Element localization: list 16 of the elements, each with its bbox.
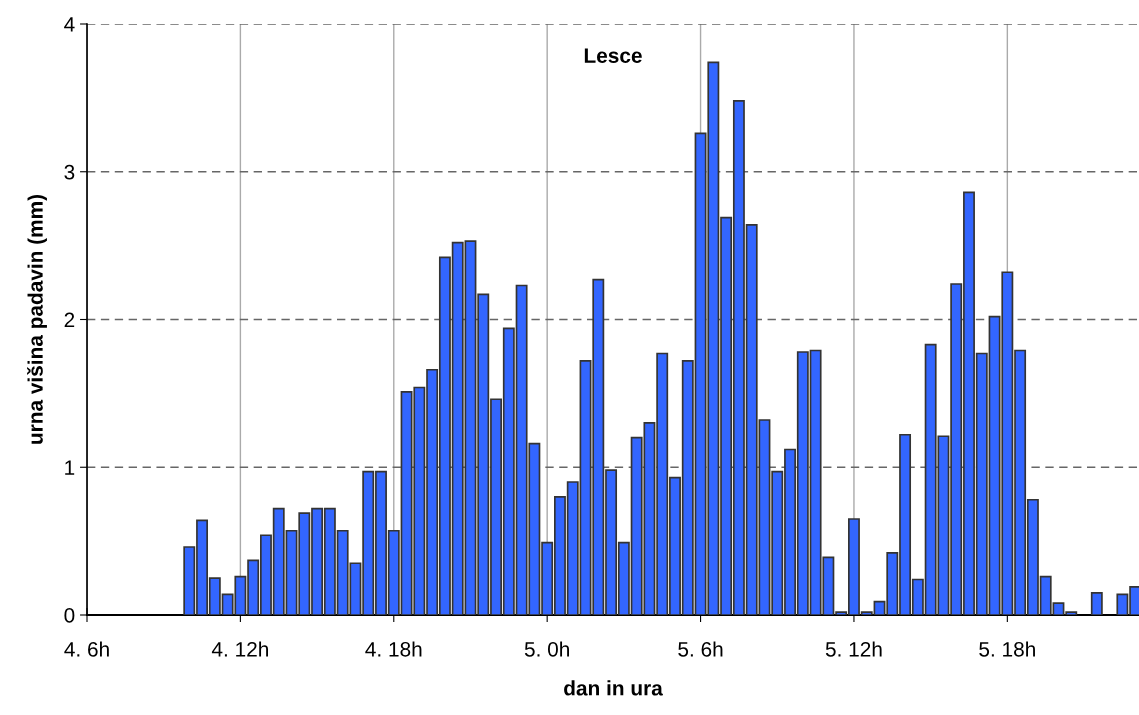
y-axis-title: urna višina padavin (mm) <box>27 194 47 444</box>
x-tick-label: 4. 18h <box>365 641 422 657</box>
x-tick-label: 5. 0h <box>524 641 569 657</box>
x-axis-title: dan in ura <box>564 680 663 696</box>
y-tick-label: 0 <box>64 608 75 623</box>
x-tick-label: 4. 12h <box>211 641 268 657</box>
y-tick-label: 1 <box>65 460 75 475</box>
x-tick-label: 5. 6h <box>678 641 723 657</box>
bar <box>1090 592 1103 615</box>
y-tick-label: 4 <box>64 17 75 32</box>
x-tick-label: 5. 12h <box>825 641 882 657</box>
y-tick-label: 2 <box>64 312 75 328</box>
x-tick-label: 5. 18h <box>979 641 1035 657</box>
y-tick-label: 3 <box>64 164 75 180</box>
text: Lesce <box>584 48 642 63</box>
x-tick-label: 4. 6h <box>64 641 109 657</box>
